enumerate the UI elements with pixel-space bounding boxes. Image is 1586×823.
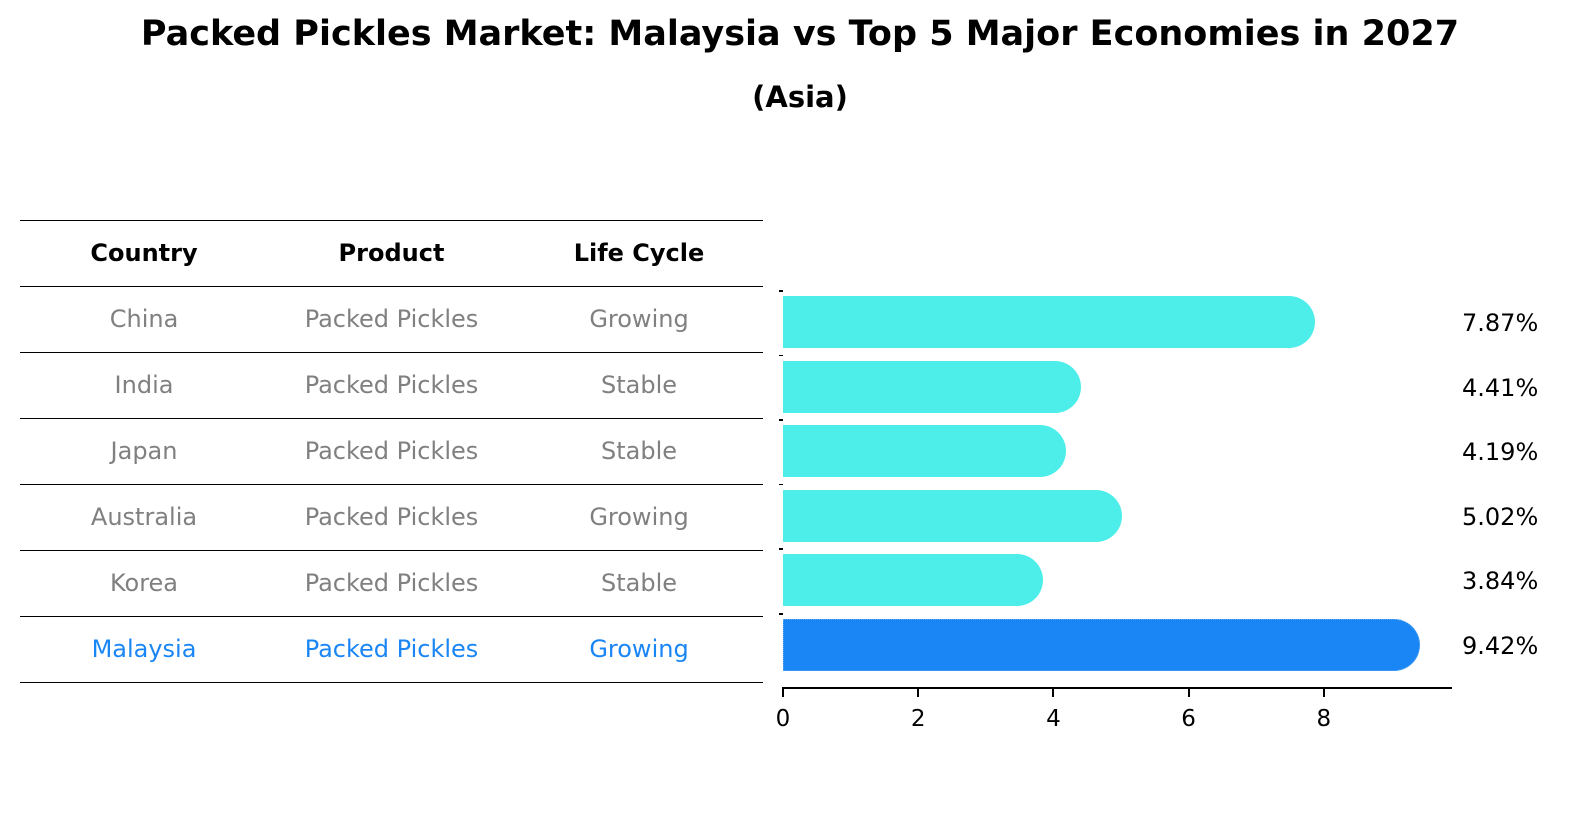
x-tick-label: 0: [775, 706, 791, 732]
y-tick: [779, 483, 783, 486]
table-row: Australia Packed Pickles Growing: [20, 484, 763, 550]
cell-product: Packed Pickles: [304, 371, 479, 399]
table-row: Korea Packed Pickles Stable: [20, 550, 763, 616]
header-country: Country: [90, 239, 198, 267]
header-product: Product: [338, 239, 445, 267]
chart-title: Packed Pickles Market: Malaysia vs Top 5…: [140, 14, 1460, 54]
table-rule: [20, 418, 763, 420]
table-rule: [20, 682, 763, 684]
table-header-row: Country Product Life Cycle: [20, 220, 763, 286]
y-tick: [779, 419, 783, 421]
cell-life-cycle: Growing: [589, 305, 689, 333]
y-tick: [779, 290, 783, 292]
bar-value-label: 4.19%: [1462, 438, 1539, 467]
table-rule: [20, 484, 763, 486]
y-tick: [779, 354, 783, 357]
table-row: Malaysia Packed Pickles Growing: [20, 616, 763, 682]
bar-china: [783, 296, 1315, 348]
cell-product: Packed Pickles: [304, 635, 479, 663]
table-rule: [20, 550, 763, 552]
x-axis: [782, 687, 1452, 689]
bar-japan: [783, 425, 1067, 478]
cell-country: India: [114, 371, 174, 399]
bar-malaysia: [783, 619, 1420, 671]
bar-value-label: 4.41%: [1462, 373, 1539, 402]
cell-country: China: [109, 305, 179, 333]
x-tick-label: 4: [1046, 706, 1061, 732]
bar-australia: [783, 489, 1123, 542]
header-life-cycle: Life Cycle: [573, 239, 705, 267]
bar-india: [783, 360, 1082, 413]
x-tick-label: 2: [910, 706, 926, 732]
cell-life-cycle: Stable: [600, 569, 678, 597]
x-tick: [782, 688, 784, 697]
cell-life-cycle: Stable: [600, 437, 678, 465]
cell-life-cycle: Growing: [589, 503, 689, 531]
cell-product: Packed Pickles: [304, 305, 479, 333]
table-row: China Packed Pickles Growing: [20, 286, 763, 352]
x-tick: [917, 688, 920, 697]
x-tick: [1187, 688, 1190, 697]
cell-product: Packed Pickles: [304, 569, 479, 597]
bar-value-label: 9.42%: [1462, 632, 1539, 660]
x-tick: [1322, 688, 1325, 697]
cell-country: Malaysia: [91, 635, 197, 663]
bar-value-label: 3.84%: [1462, 567, 1539, 596]
table-rule: [20, 616, 763, 618]
table-rule: [20, 220, 763, 222]
cell-country: Australia: [90, 503, 198, 531]
x-tick-label: 6: [1181, 706, 1196, 732]
cell-life-cycle: Stable: [600, 371, 678, 399]
cell-life-cycle: Growing: [589, 635, 689, 663]
y-tick: [779, 613, 783, 615]
x-tick-label: 8: [1316, 706, 1332, 732]
bar-korea: [783, 554, 1043, 607]
cell-country: Japan: [110, 437, 178, 465]
cell-product: Packed Pickles: [304, 437, 479, 465]
bar-value-label: 7.87%: [1462, 309, 1539, 337]
chart-subtitle: (Asia): [752, 80, 848, 114]
cell-country: Korea: [109, 569, 179, 597]
table-row: India Packed Pickles Stable: [20, 352, 763, 418]
table-row: Japan Packed Pickles Stable: [20, 418, 763, 484]
cell-product: Packed Pickles: [304, 503, 479, 531]
bar-value-label: 5.02%: [1462, 502, 1539, 531]
x-tick: [1052, 688, 1055, 697]
y-tick: [779, 548, 783, 550]
table-rule: [20, 286, 763, 288]
table-rule: [20, 352, 763, 354]
